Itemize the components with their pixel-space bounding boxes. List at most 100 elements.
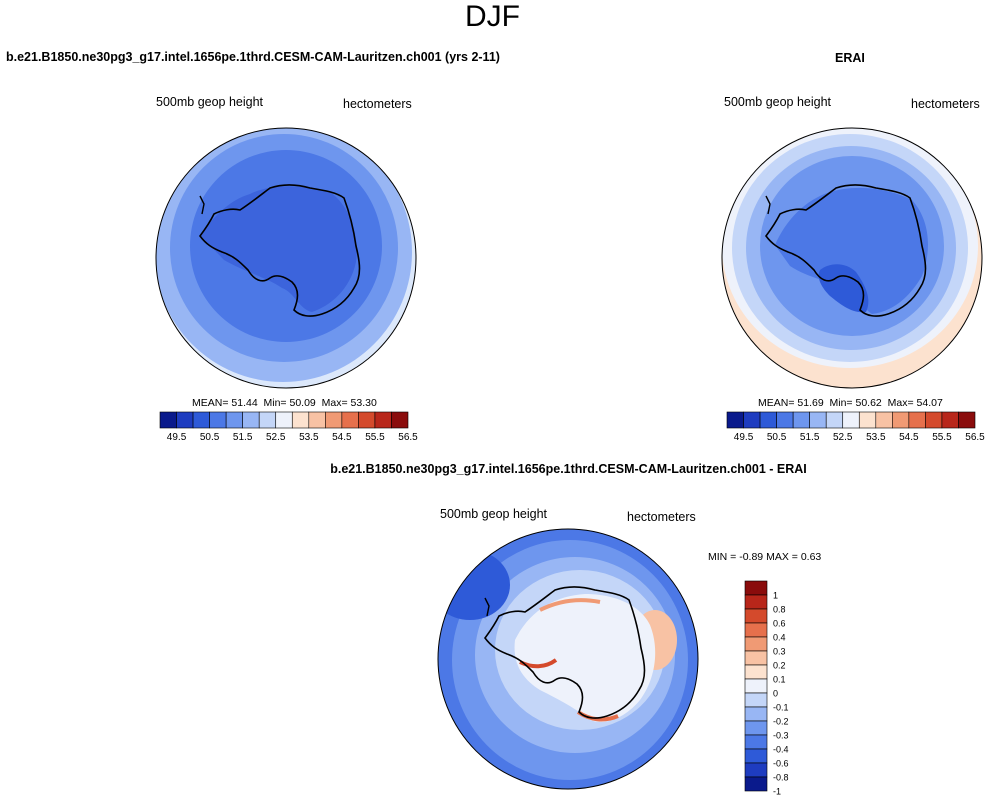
model-colorbar-box (341, 411, 359, 429)
obs-colorbar-tick-label: 54.5 (899, 432, 919, 443)
diff-colorbar-box (744, 762, 768, 778)
diff-field-coastal-anomaly-1 (539, 598, 601, 612)
diff-colorbar-box (744, 678, 768, 694)
obs-colorbar-box (743, 411, 761, 429)
diff-colorbar: 1 0.8 0.6 0.4 0.3 0.2 0.1 0 -0.1 -0.2 -0.3 -0.4 -0.6… (744, 580, 789, 796)
diff-map-border (437, 528, 699, 790)
model-colorbar-tick-label: 52.5 (266, 432, 286, 443)
diff-colorbar-tick-label: 0.6 (773, 619, 786, 629)
diff-panel-title: b.e21.B1850.ne30pg3_g17.intel.1656pe.1th… (330, 462, 807, 476)
diff-colorbar-tick-label: -0.3 (773, 731, 789, 741)
obs-colorbar-box (925, 411, 943, 429)
diff-colorbar-box (744, 706, 768, 722)
diff-stats: MIN = -0.89 MAX = 0.63 (708, 551, 822, 563)
diff-colorbar-tick-label: 0.2 (773, 661, 786, 671)
model-map-border (155, 127, 417, 389)
obs-colorbar-box (792, 411, 810, 429)
diff-colorbar-tick-label: 0.1 (773, 675, 786, 685)
model-colorbar-box (159, 411, 177, 429)
model-colorbar-box (325, 411, 343, 429)
model-variable-label: 500mb geop height (156, 95, 264, 109)
diff-colorbar-tick-label: -0.1 (773, 703, 789, 713)
obs-map (721, 127, 983, 389)
diff-field-negative-sector (438, 550, 510, 620)
diff-field-continent (514, 594, 656, 722)
diff-colorbar-box (744, 580, 768, 596)
model-colorbar-tick-label: 55.5 (365, 432, 385, 443)
diff-peninsula-coastline (484, 597, 490, 617)
obs-stats: MEAN= 51.69 Min= 50.62 Max= 54.07 (758, 397, 943, 409)
diff-colorbar-tick-label: -1 (773, 787, 781, 796)
diff-colorbar-tick-label: 0.4 (773, 633, 786, 643)
obs-colorbar-box (825, 411, 844, 429)
model-antarctica-coastline (198, 184, 361, 317)
obs-colorbar-box (908, 411, 926, 429)
model-panel-title: b.e21.B1850.ne30pg3_g17.intel.1656pe.1th… (6, 50, 500, 64)
obs-map-border (721, 127, 983, 389)
obs-colorbar-box (958, 411, 976, 429)
model-stats: MEAN= 51.44 Min= 50.09 Max= 53.30 (192, 397, 377, 409)
obs-colorbar-box (759, 411, 777, 429)
obs-panel-title: ERAI (835, 51, 865, 65)
model-colorbar-box (192, 411, 210, 429)
diff-colorbar-box (744, 720, 768, 736)
obs-field-core (818, 264, 869, 313)
diff-colorbar-box (744, 748, 768, 764)
model-colorbar-box (176, 411, 194, 429)
obs-colorbar-box (842, 411, 860, 429)
obs-units-label: hectometers (911, 97, 980, 111)
obs-colorbar-box (892, 411, 910, 429)
diff-colorbar-box (744, 776, 768, 792)
diff-colorbar-box (744, 608, 768, 624)
diff-antarctica-coastline (483, 586, 646, 719)
diff-colorbar-box (744, 664, 768, 680)
obs-colorbar-tick-label: 56.5 (965, 432, 985, 443)
model-colorbar-box (308, 411, 326, 429)
diff-colorbar-tick-label: 1 (773, 591, 778, 601)
obs-colorbar-tick-label: 49.5 (734, 432, 754, 443)
diff-colorbar-box (744, 650, 768, 666)
obs-variable-label: 500mb geop height (724, 95, 832, 109)
obs-colorbar-tick-label: 50.5 (767, 432, 787, 443)
diff-units-label: hectometers (627, 510, 696, 524)
model-colorbar-tick-label: 49.5 (167, 432, 187, 443)
diff-colorbar-box (744, 622, 768, 638)
model-colorbar-box (258, 411, 277, 429)
diff-colorbar-tick-label: 0 (773, 689, 778, 699)
diff-colorbar-tick-label: -0.2 (773, 717, 789, 727)
obs-antarctica-coastline (764, 184, 927, 317)
obs-colorbar-box (726, 411, 744, 429)
model-colorbar-box (374, 411, 392, 429)
model-colorbar: 49.5 50.5 51.5 52.5 53.5 54.5 55.5 56.5 (159, 411, 418, 443)
diff-colorbar-tick-label: 0.8 (773, 605, 786, 615)
model-peninsula-coastline (199, 195, 205, 215)
diff-colorbar-tick-label: -0.8 (773, 773, 789, 783)
model-colorbar-box (275, 411, 293, 429)
obs-colorbar-tick-label: 53.5 (866, 432, 886, 443)
model-units-label: hectometers (343, 97, 412, 111)
obs-colorbar-box (776, 411, 794, 429)
obs-colorbar-tick-label: 52.5 (833, 432, 853, 443)
obs-colorbar-tick-label: 51.5 (800, 432, 820, 443)
model-colorbar-box (209, 411, 227, 429)
model-field-core (200, 186, 357, 312)
model-colorbar-tick-label: 56.5 (398, 432, 418, 443)
model-colorbar-box (358, 411, 376, 429)
model-colorbar-box (225, 411, 243, 429)
obs-colorbar-tick-label: 55.5 (932, 432, 952, 443)
obs-colorbar-box (858, 411, 877, 429)
diff-colorbar-tick-label: -0.4 (773, 745, 789, 755)
obs-colorbar: 49.5 50.5 51.5 52.5 53.5 54.5 55.5 56.5 (726, 411, 985, 443)
model-map (155, 127, 417, 389)
diff-colorbar-box (744, 692, 768, 708)
obs-colorbar-box (941, 411, 959, 429)
obs-colorbar-box (809, 411, 827, 429)
diff-variable-label: 500mb geop height (440, 507, 548, 521)
obs-field-band-5 (775, 187, 928, 314)
diff-colorbar-tick-label: 0.3 (773, 647, 786, 657)
diff-map (437, 528, 699, 790)
diff-colorbar-box (744, 636, 768, 652)
season-title: DJF (465, 0, 520, 33)
model-colorbar-tick-label: 50.5 (200, 432, 220, 443)
